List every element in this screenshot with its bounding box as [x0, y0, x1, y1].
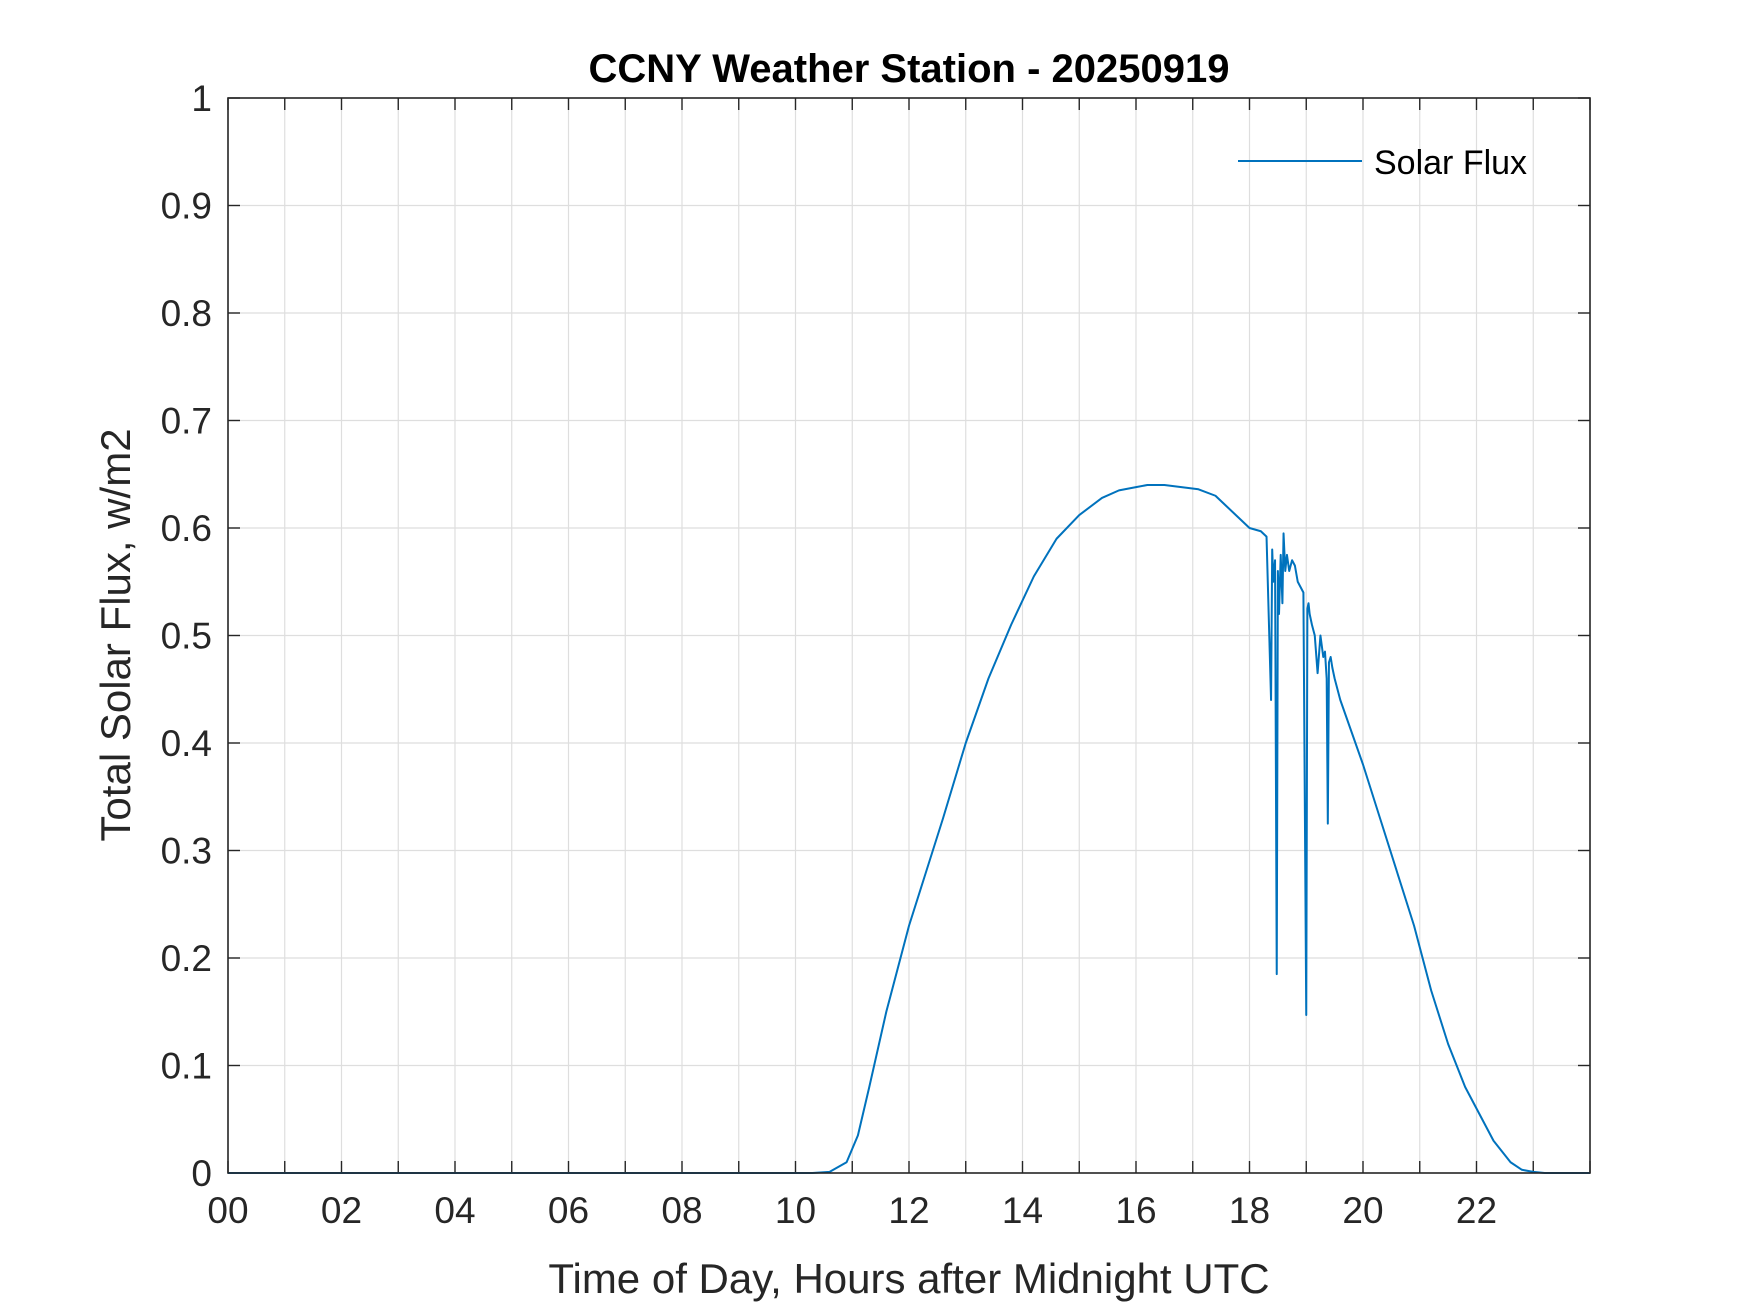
x-tick-label: 16	[1115, 1190, 1156, 1231]
x-tick-label: 10	[775, 1190, 816, 1231]
x-tick-label: 04	[434, 1190, 475, 1231]
x-tick-labels: 00 02 04 06 08 10 12 14 16 18 20 22	[207, 1190, 1497, 1231]
y-tick-label: 0.8	[161, 293, 212, 334]
y-tick-label: 0.1	[161, 1046, 212, 1087]
y-tick-label: 0.2	[161, 938, 212, 979]
x-tick-label: 18	[1229, 1190, 1270, 1231]
x-tick-label: 06	[548, 1190, 589, 1231]
x-tick-label: 12	[888, 1190, 929, 1231]
y-tick-label: 0.6	[161, 508, 212, 549]
x-tick-label: 00	[207, 1190, 248, 1231]
y-tick-label: 0.4	[161, 723, 212, 764]
x-tick-label: 02	[321, 1190, 362, 1231]
x-tick-label: 14	[1002, 1190, 1043, 1231]
plot-frame	[227, 97, 1591, 1174]
chart-title: CCNY Weather Station - 20250919	[589, 47, 1230, 91]
y-tick-labels: 0 0.1 0.2 0.3 0.4 0.5 0.6 0.7 0.8 0.9 1	[161, 78, 212, 1194]
x-axis-label: Time of Day, Hours after Midnight UTC	[548, 1255, 1269, 1302]
y-tick-label: 0	[191, 1153, 212, 1194]
y-tick-label: 0.5	[161, 616, 212, 657]
y-tick-label: 1	[191, 78, 212, 119]
tick-marks	[227, 97, 1591, 1174]
legend-label: Solar Flux	[1374, 144, 1527, 182]
x-tick-label: 08	[661, 1190, 702, 1231]
y-tick-label: 0.3	[161, 831, 212, 872]
y-axis-label: Total Solar Flux, w/m2	[92, 428, 139, 841]
x-tick-label: 22	[1456, 1190, 1497, 1231]
solar-flux-line	[228, 484, 1590, 1174]
y-tick-label: 0.9	[161, 186, 212, 227]
legend: Solar Flux	[1238, 144, 1527, 182]
y-tick-label: 0.7	[161, 401, 212, 442]
grid-lines	[227, 97, 1591, 1174]
x-tick-label: 20	[1342, 1190, 1383, 1231]
